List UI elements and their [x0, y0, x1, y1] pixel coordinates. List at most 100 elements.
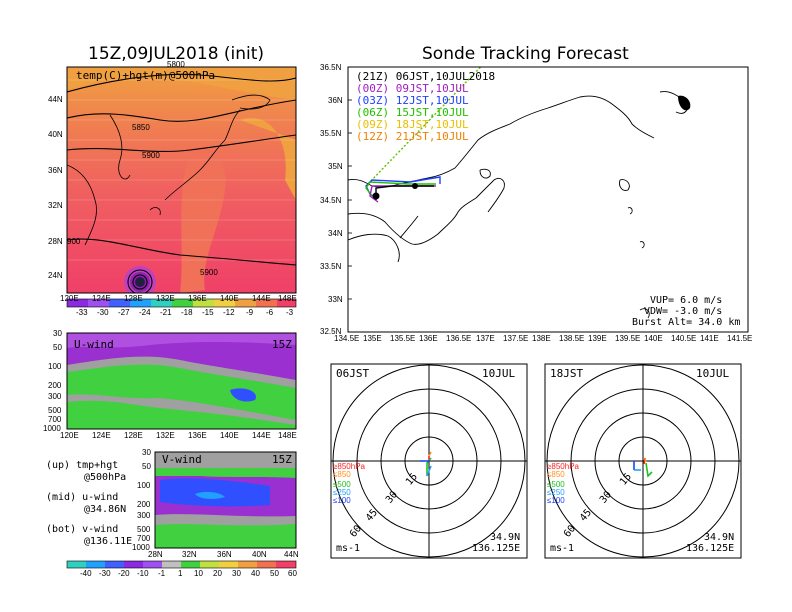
contour-label-5800: 5800	[167, 60, 185, 69]
cbar-label: -18	[181, 308, 193, 317]
temp-map-frame	[66, 66, 297, 294]
lon-tick: 136E	[419, 334, 438, 343]
cbar-label: -15	[202, 308, 214, 317]
p-tick: 30	[53, 329, 62, 338]
level-label: ≤100	[547, 496, 565, 505]
cbar-label: -21	[160, 308, 172, 317]
note-line: (up) tmp+hgt	[46, 460, 119, 471]
lat-tick: 24N	[48, 271, 63, 280]
x-tick: 124E	[92, 431, 111, 440]
lon-tick: 138E	[532, 334, 551, 343]
contour-label-900: 900	[67, 237, 81, 246]
p-tick: 30	[142, 448, 151, 457]
cbar-label: 60	[288, 569, 297, 578]
lat-tick: 32.5N	[320, 327, 342, 336]
lon-tick: 148E	[278, 294, 297, 303]
lon-tick: 144E	[252, 294, 271, 303]
lon-tick: 139.5E	[615, 334, 641, 343]
p-tick: 300	[137, 511, 151, 520]
lon-tick: 135E	[363, 334, 382, 343]
temp-colorbar	[66, 298, 297, 308]
wind-colorbar	[66, 560, 297, 569]
hodograph-2	[544, 363, 742, 559]
level-label: ≤500	[547, 480, 565, 489]
x-tick: 36N	[217, 550, 232, 559]
lat-tick: 40N	[48, 130, 63, 139]
p-tick: 700	[48, 415, 62, 424]
cbar-label: -6	[266, 308, 274, 317]
legend-entry: (03Z) 12JST,10JUL	[356, 94, 469, 107]
cbar-label: 40	[251, 569, 260, 578]
hodograph-1	[330, 363, 528, 559]
lon-tick: 140E	[220, 294, 239, 303]
u-wind-label: U-wind	[74, 338, 114, 351]
level-label: ≥850hPa	[333, 462, 365, 471]
legend-entry: (21Z) 06JST,10JUL2018	[356, 70, 496, 83]
lon-tick: 140.5E	[671, 334, 697, 343]
p-tick: 100	[137, 481, 151, 490]
x-tick: 140E	[220, 431, 239, 440]
p-tick: 50	[53, 343, 62, 352]
v-wind-label: V-wind	[162, 453, 202, 466]
lon-tick: 141.5E	[727, 334, 753, 343]
cbar-label: 10	[194, 569, 203, 578]
p-tick: 1000	[132, 543, 150, 552]
hodo2-lon: 136.125E	[686, 543, 735, 554]
legend-entry: (09Z) 18JST,10JUL	[356, 118, 469, 131]
hodo1-unit: ms-1	[336, 543, 361, 554]
v-wind-frame	[154, 451, 297, 549]
lat-tick: 35.5N	[320, 129, 342, 138]
contour-label-5900-b: 5900	[200, 268, 218, 277]
info-vup: VUP= 6.0 m/s	[650, 295, 723, 306]
v-wind-time: 15Z	[272, 453, 292, 466]
legend-entry: (00Z) 09JST,10JUL	[356, 82, 469, 95]
track-map	[348, 67, 748, 332]
cbar-label: -10	[137, 569, 149, 578]
cbar-label: 30	[232, 569, 241, 578]
p-tick: 500	[48, 406, 62, 415]
cbar-label: -30	[99, 569, 111, 578]
p-tick: 700	[137, 534, 151, 543]
hodo2-date: 10JUL	[696, 367, 730, 380]
cbar-label: -40	[80, 569, 92, 578]
legend-entry: (12Z) 21JST,10JUL	[356, 130, 469, 143]
p-tick: 50	[142, 462, 151, 471]
cbar-label: 50	[270, 569, 279, 578]
hodo2-time: 18JST	[550, 367, 584, 380]
p-tick: 1000	[43, 424, 61, 433]
level-label: ≤500	[333, 480, 351, 489]
lat-tick: 36.5N	[320, 63, 342, 72]
level-label: ≤850	[333, 470, 351, 479]
cbar-label: -1	[158, 569, 166, 578]
lat-tick: 32N	[48, 201, 63, 210]
lon-tick: 137.5E	[503, 334, 529, 343]
note-line: (mid) u-wind	[46, 492, 119, 503]
note-line: (bot) v-wind	[46, 524, 119, 535]
cbar-label: -9	[246, 308, 254, 317]
lon-tick: 141E	[700, 334, 719, 343]
lat-tick: 36N	[48, 166, 63, 175]
cbar-label: -3	[286, 308, 294, 317]
contour-label-5900-a: 5900	[142, 151, 160, 160]
contour-label-5850: 5850	[132, 123, 150, 132]
level-label: ≤850	[547, 470, 565, 479]
cbar-label: -33	[76, 308, 88, 317]
x-tick: 28N	[148, 550, 163, 559]
lat-tick: 34.5N	[320, 196, 342, 205]
x-tick: 120E	[60, 431, 79, 440]
x-tick: 128E	[124, 431, 143, 440]
map-title: 15Z,09JUL2018 (init)	[88, 44, 265, 64]
lat-tick: 28N	[48, 237, 63, 246]
level-label: ≤250	[333, 488, 351, 497]
p-tick: 200	[137, 500, 151, 509]
lat-tick: 33.5N	[320, 262, 342, 271]
x-tick: 144E	[252, 431, 271, 440]
lon-tick: 137E	[476, 334, 495, 343]
note-line: @34.86N	[84, 504, 127, 515]
x-tick: 32N	[182, 550, 197, 559]
u-wind-time: 15Z	[272, 338, 292, 351]
temp-map	[67, 67, 296, 293]
track-ticks	[348, 99, 352, 300]
info-vdw: VDW= -3.0 m/s	[644, 306, 723, 317]
